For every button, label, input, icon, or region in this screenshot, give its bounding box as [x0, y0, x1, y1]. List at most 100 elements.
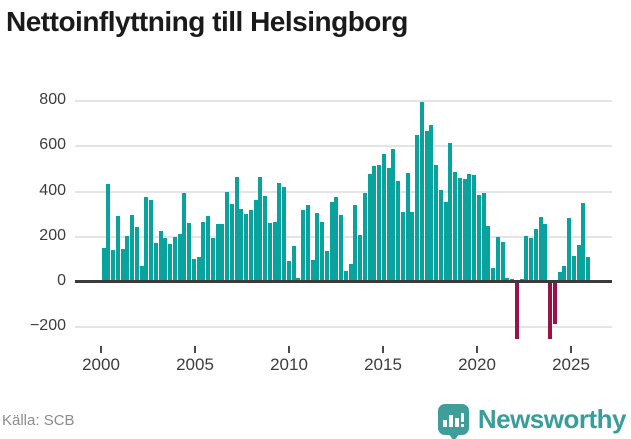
y-axis-label: 200 — [39, 227, 66, 244]
bar — [144, 197, 149, 281]
bar — [210, 238, 215, 281]
bar — [301, 210, 305, 281]
gridline — [75, 100, 612, 102]
x-axis-label: 2025 — [552, 355, 590, 374]
bar — [244, 214, 248, 281]
bar — [286, 261, 291, 281]
bar — [581, 203, 586, 281]
bar — [191, 259, 196, 281]
bar — [134, 227, 139, 281]
bar — [296, 278, 301, 281]
bar — [239, 209, 244, 281]
bar — [538, 217, 543, 281]
x-axis-label: 2000 — [82, 355, 120, 374]
bar — [177, 234, 182, 281]
bar — [476, 195, 481, 281]
x-axis-tick — [570, 346, 572, 353]
bar — [220, 224, 225, 281]
bar — [201, 222, 206, 281]
bar — [391, 149, 396, 281]
bar — [557, 272, 562, 281]
x-axis-tick — [194, 346, 196, 353]
bar — [405, 173, 410, 281]
bar — [500, 242, 505, 281]
bar — [386, 168, 391, 281]
bar — [410, 212, 415, 281]
bar — [158, 231, 163, 281]
bar — [543, 224, 548, 281]
gridline — [75, 326, 612, 328]
bar — [505, 278, 510, 281]
bar — [229, 204, 234, 281]
bar — [453, 172, 457, 281]
bar — [106, 184, 111, 281]
bar — [457, 178, 462, 281]
bar — [305, 205, 310, 281]
bar — [234, 177, 239, 281]
y-axis-label: 600 — [39, 136, 66, 153]
bar — [524, 236, 529, 281]
page-title: Nettoinflyttning till Helsingborg — [6, 6, 408, 37]
bar — [101, 248, 106, 281]
bar — [315, 213, 320, 281]
bar — [472, 175, 476, 281]
bar — [586, 257, 590, 281]
bar — [329, 202, 334, 281]
chart-bars-icon — [437, 403, 469, 439]
bar — [153, 243, 158, 281]
bar — [149, 200, 153, 281]
bar — [163, 238, 168, 281]
bar — [529, 238, 533, 281]
y-axis-label: 800 — [39, 91, 66, 108]
gridline — [75, 145, 612, 147]
bar — [552, 282, 557, 324]
bar — [120, 249, 125, 281]
bar — [358, 235, 362, 281]
bar — [320, 222, 324, 281]
bar — [562, 266, 567, 281]
x-axis-label: 2020 — [458, 355, 496, 374]
source-label: Källa: SCB — [2, 412, 75, 429]
bar — [310, 260, 315, 281]
bar — [168, 244, 172, 281]
x-axis-tick — [288, 346, 290, 353]
newsworthy-logo: Newsworthy — [437, 400, 627, 439]
newsworthy-wordmark: Newsworthy — [477, 403, 627, 434]
bar — [263, 196, 267, 281]
bar — [419, 102, 424, 281]
y-axis-label: 0 — [57, 272, 66, 289]
bar — [429, 125, 434, 281]
bar — [396, 181, 400, 281]
bar — [324, 251, 329, 281]
bar — [248, 210, 253, 281]
y-axis-label: −200 — [29, 317, 66, 334]
bar — [139, 266, 144, 281]
bar — [277, 183, 282, 281]
x-axis-label: 2005 — [176, 355, 214, 374]
bar — [334, 197, 339, 281]
y-axis-label: 400 — [39, 182, 66, 199]
bar — [362, 193, 367, 281]
bar — [548, 282, 552, 339]
bar — [491, 268, 495, 281]
bar — [495, 237, 500, 281]
bar — [125, 236, 130, 281]
bar — [343, 271, 348, 281]
bar — [567, 218, 571, 281]
bar — [372, 166, 377, 281]
bar — [434, 165, 438, 281]
zero-baseline — [75, 280, 612, 283]
bar — [481, 193, 486, 281]
bar — [258, 177, 263, 281]
x-axis-tick — [100, 346, 102, 353]
bar — [381, 154, 386, 281]
bar — [282, 187, 286, 281]
gridline — [75, 236, 612, 238]
bar — [272, 222, 277, 281]
bar — [377, 165, 381, 281]
bar — [182, 193, 187, 281]
bar — [215, 224, 220, 281]
bar — [438, 190, 443, 281]
bar — [467, 174, 472, 281]
bar — [443, 202, 448, 281]
